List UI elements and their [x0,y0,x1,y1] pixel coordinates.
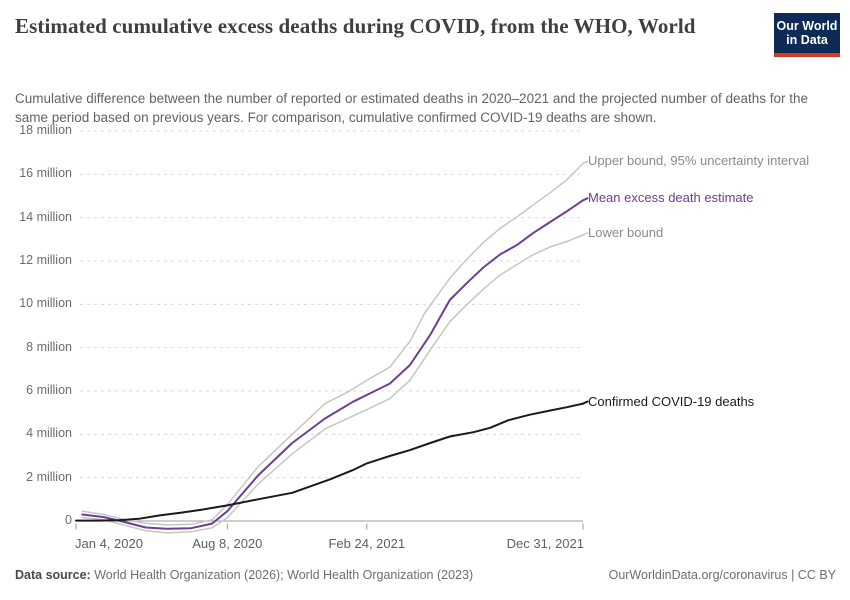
owid-logo-text: Our World in Data [777,19,838,48]
y-axis-tick-label: 2 million [26,469,72,484]
series-label-lower: Lower bound [588,224,664,240]
y-axis-tick-label: 8 million [26,339,72,354]
x-axis-tick-label: Aug 8, 2020 [192,536,263,551]
x-axis-tick-label: Jan 4, 2020 [75,536,143,551]
y-axis-tick-label: 4 million [26,426,72,441]
series-label-mean: Mean excess death estimate [588,190,754,206]
data-source-text: World Health Organization (2026); World … [90,568,474,582]
series-line-confirmed [75,402,584,522]
y-axis-tick-label: 14 million [19,209,72,224]
owid-logo-line1: Our World [776,18,838,33]
chart-title: Estimated cumulative excess deaths durin… [15,14,696,38]
series-label-connector-mean [582,197,589,202]
chart-subtitle: Cumulative difference between the number… [15,91,809,125]
owid-link[interactable]: OurWorldinData.org/coronavirus | CC BY [608,568,836,582]
y-axis-tick-label: 16 million [19,166,72,181]
series-label-connector-upper [582,160,589,165]
series-label-upper: Upper bound, 95% uncertainty interval [588,153,810,169]
y-axis-tick-label: 10 million [19,296,72,311]
owid-logo: Our World in Data [774,13,840,57]
series-line-lower [81,234,584,534]
series-label-connector-confirmed [582,400,589,405]
y-axis-tick-label: 12 million [19,252,72,267]
series-label-connector-lower [582,232,589,236]
data-source-label: Data source: [15,568,91,582]
series-label-confirmed: Confirmed COVID-19 deaths [588,393,755,409]
series-line-upper [81,162,584,526]
owid-logo-line2: in Data [786,33,828,47]
data-source-note: Data source: World Health Organization (… [15,567,473,584]
y-axis-tick-label: 6 million [26,382,72,397]
y-axis-tick-label: 18 million [19,122,72,137]
series-line-mean [81,199,584,530]
y-axis-tick-label: 0 [65,513,72,527]
x-axis-tick-label: Feb 24, 2021 [328,536,406,551]
x-axis-tick-label: Dec 31, 2021 [506,536,584,551]
